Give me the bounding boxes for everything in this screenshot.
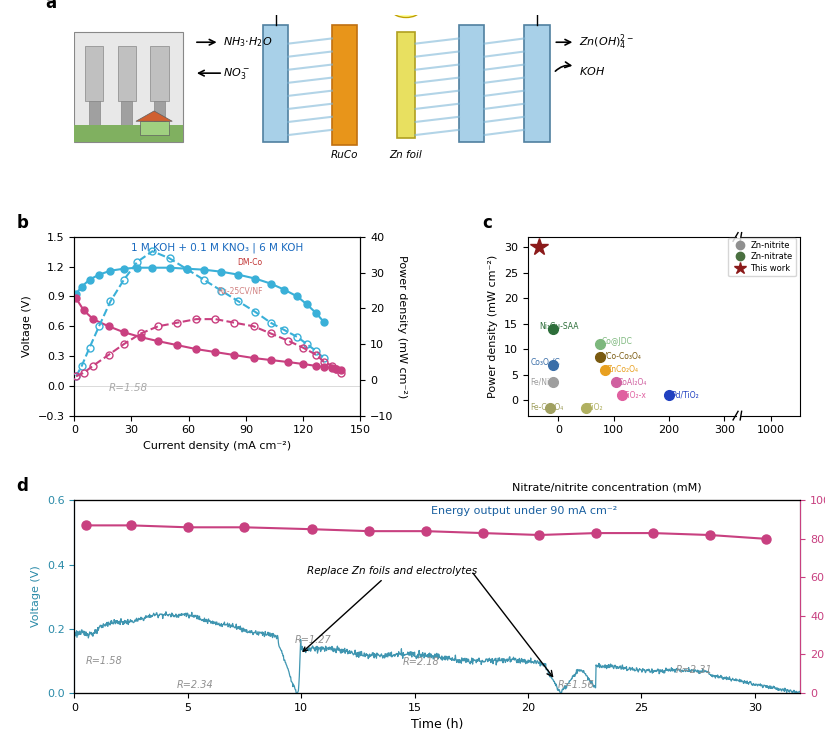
Y-axis label: Power density (mW cm⁻²): Power density (mW cm⁻²) [488,255,498,398]
Text: R=1.27: R=1.27 [295,635,331,645]
Text: $Zn(OH)_4^{2-}$: $Zn(OH)_4^{2-}$ [579,32,634,52]
Text: Ru-25CV/NF: Ru-25CV/NF [217,286,262,295]
X-axis label: Current density (mA cm⁻²): Current density (mA cm⁻²) [144,441,291,451]
Bar [118,46,136,101]
Text: RuCo: RuCo [331,150,358,161]
Text: 1 M KOH + 0.1 M KNO₃ | 6 M KOH: 1 M KOH + 0.1 M KNO₃ | 6 M KOH [131,242,304,253]
Text: b: b [17,214,29,231]
Text: Pd/TiO₂: Pd/TiO₂ [672,391,699,399]
Text: c: c [482,214,492,231]
Y-axis label: Power density (mW cm⁻²): Power density (mW cm⁻²) [398,255,408,398]
FancyBboxPatch shape [74,32,183,142]
Text: $NO_3^-$: $NO_3^-$ [223,66,250,80]
Text: ZnCo₂O₄: ZnCo₂O₄ [607,365,639,374]
Text: d: d [16,477,28,495]
Text: Fe/Ni₂P: Fe/Ni₂P [530,378,558,387]
Bar [121,101,132,139]
Text: R=2.34: R=2.34 [177,680,213,690]
Legend: Zn-nitrite, Zn-nitrate, This work: Zn-nitrite, Zn-nitrate, This work [728,237,796,276]
Text: Co@JDC: Co@JDC [601,337,633,346]
Bar [89,101,100,139]
Text: DM-Co: DM-Co [238,258,262,267]
FancyBboxPatch shape [525,25,549,142]
FancyBboxPatch shape [332,25,357,145]
FancyBboxPatch shape [263,25,289,142]
FancyBboxPatch shape [398,32,416,139]
Text: R=2.18: R=2.18 [403,657,440,667]
Text: Nitrate/nitrite concentration (mM): Nitrate/nitrite concentration (mM) [512,482,701,492]
FancyBboxPatch shape [459,25,484,142]
Text: R=1.58: R=1.58 [86,655,122,666]
Circle shape [393,5,419,18]
Text: Replace Zn foils and electrolytes: Replace Zn foils and electrolytes [304,566,477,652]
X-axis label: Time (h): Time (h) [411,718,464,731]
Y-axis label: Voltage (V): Voltage (V) [22,296,32,357]
Text: TiO₂-x: TiO₂-x [624,391,647,399]
Text: $KOH$: $KOH$ [579,66,605,77]
Text: Zn foil: Zn foil [389,150,422,161]
Bar [85,46,103,101]
Text: Fe-Co₃O₄: Fe-Co₃O₄ [530,403,563,413]
Bar [154,101,165,139]
Text: $NH_3{\cdot}H_2O$: $NH_3{\cdot}H_2O$ [223,35,272,49]
Text: VCo-Co₃O₄: VCo-Co₃O₄ [601,352,641,361]
Text: R=2.31: R=2.31 [676,665,712,675]
Y-axis label: Voltage (V): Voltage (V) [31,566,41,627]
Polygon shape [136,111,172,122]
Text: R=1.58: R=1.58 [109,383,148,393]
Text: Ni₁Cu-SAA: Ni₁Cu-SAA [539,322,578,331]
Bar [74,125,183,142]
Text: Co₃O₄/C: Co₃O₄/C [530,357,560,366]
Text: CoAl₂O₄: CoAl₂O₄ [618,378,648,387]
Text: a: a [45,0,56,12]
Text: TiO₂: TiO₂ [587,403,603,413]
Bar [150,46,168,101]
Text: Energy output under 90 mA cm⁻²: Energy output under 90 mA cm⁻² [431,506,617,516]
Bar [139,122,168,135]
Text: R=1.56: R=1.56 [558,680,594,690]
